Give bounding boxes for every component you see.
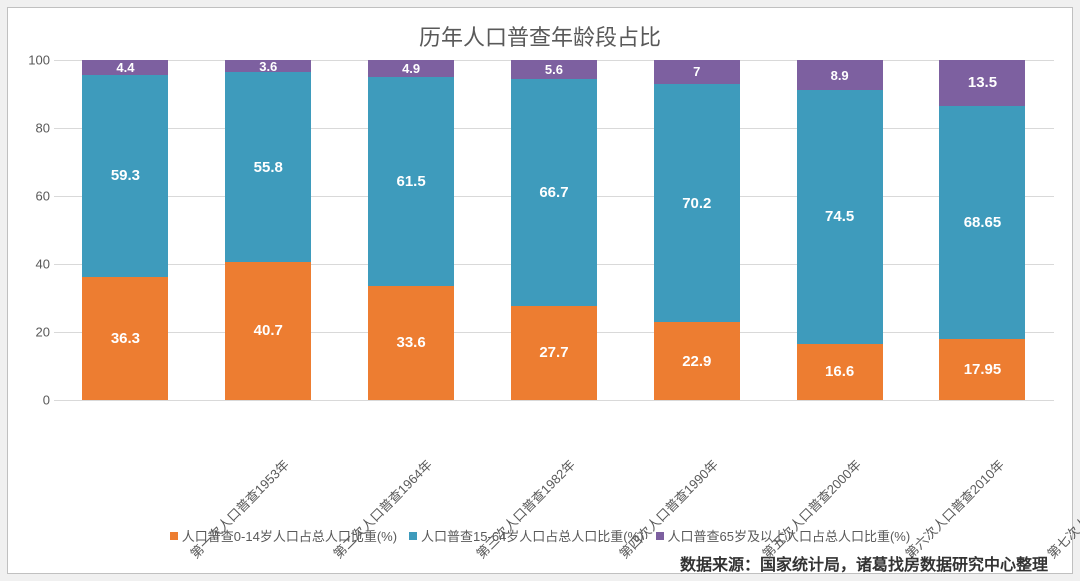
bar-segment: 22.9 (654, 322, 740, 400)
bar-segment: 7 (654, 60, 740, 84)
bar-segment: 70.2 (654, 84, 740, 322)
bar-segment: 36.3 (82, 277, 168, 400)
bar-group: 3.655.840.7 (225, 60, 311, 400)
x-tick-label: 第一次人口普查1953年 (82, 400, 168, 520)
legend-swatch (170, 532, 178, 540)
x-tick-label: 第二次人口普查1964年 (225, 400, 311, 520)
bar-group: 13.568.6517.95 (939, 60, 1025, 400)
chart-title: 历年人口普查年龄段占比 (24, 20, 1056, 52)
bar-segment: 59.3 (82, 75, 168, 277)
bar-segment: 33.6 (368, 286, 454, 400)
y-tick-label: 60 (22, 189, 50, 204)
y-tick-label: 40 (22, 257, 50, 272)
chart-container: 历年人口普查年龄段占比 100806040200 4.459.336.33.65… (7, 7, 1073, 574)
bar-segment: 74.5 (797, 90, 883, 343)
x-tick-label: 第三次人口普查1982年 (368, 400, 454, 520)
bar-segment: 27.7 (511, 306, 597, 400)
legend-item: 人口普查15-64岁人口占总人口比重(%) (409, 526, 643, 545)
bar-group: 5.666.727.7 (511, 60, 597, 400)
bar-segment: 8.9 (797, 60, 883, 90)
bar-segment: 5.6 (511, 60, 597, 79)
bar-segment: 40.7 (225, 262, 311, 400)
y-tick-label: 80 (22, 121, 50, 136)
bar-group: 8.974.516.6 (797, 60, 883, 400)
plot-area: 100806040200 4.459.336.33.655.840.74.961… (54, 60, 1054, 400)
x-axis-labels: 第一次人口普查1953年第二次人口普查1964年第三次人口普查1982年第四次人… (54, 400, 1054, 520)
bars-row: 4.459.336.3 3.655.840.7 4.961.533.6 5.666.7… (54, 60, 1054, 400)
legend: 人口普查0-14岁人口占总人口比重(%)人口普查15-64岁人口占总人口比重(%… (24, 526, 1056, 545)
bar-group: 4.459.336.3 (82, 60, 168, 400)
y-tick-label: 100 (22, 53, 50, 68)
bar-segment: 4.9 (368, 60, 454, 77)
y-tick-label: 20 (22, 325, 50, 340)
bar-segment: 55.8 (225, 72, 311, 262)
bar-segment: 68.65 (939, 106, 1025, 339)
legend-label: 人口普查15-64岁人口占总人口比重(%) (421, 526, 643, 545)
bar-group: 770.222.9 (654, 60, 740, 400)
legend-swatch (409, 532, 417, 540)
bar-segment: 61.5 (368, 77, 454, 286)
bar-segment: 17.95 (939, 339, 1025, 400)
bar-group: 4.961.533.6 (368, 60, 454, 400)
bar-segment: 13.5 (939, 60, 1025, 106)
x-tick-label: 第四次人口普查1990年 (511, 400, 597, 520)
bar-segment: 3.6 (225, 60, 311, 72)
y-tick-label: 0 (22, 393, 50, 408)
x-tick-label: 第五次人口普查2000年 (654, 400, 740, 520)
bar-segment: 4.4 (82, 60, 168, 75)
bar-segment: 16.6 (797, 344, 883, 400)
bar-segment: 66.7 (511, 79, 597, 306)
x-tick-label: 第六次人口普查2010年 (797, 400, 883, 520)
x-tick-label: 第七次人口普查2021年 (939, 400, 1025, 520)
